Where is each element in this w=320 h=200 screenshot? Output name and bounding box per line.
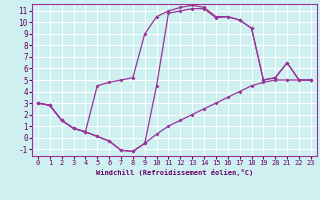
X-axis label: Windchill (Refroidissement éolien,°C): Windchill (Refroidissement éolien,°C)	[96, 169, 253, 176]
